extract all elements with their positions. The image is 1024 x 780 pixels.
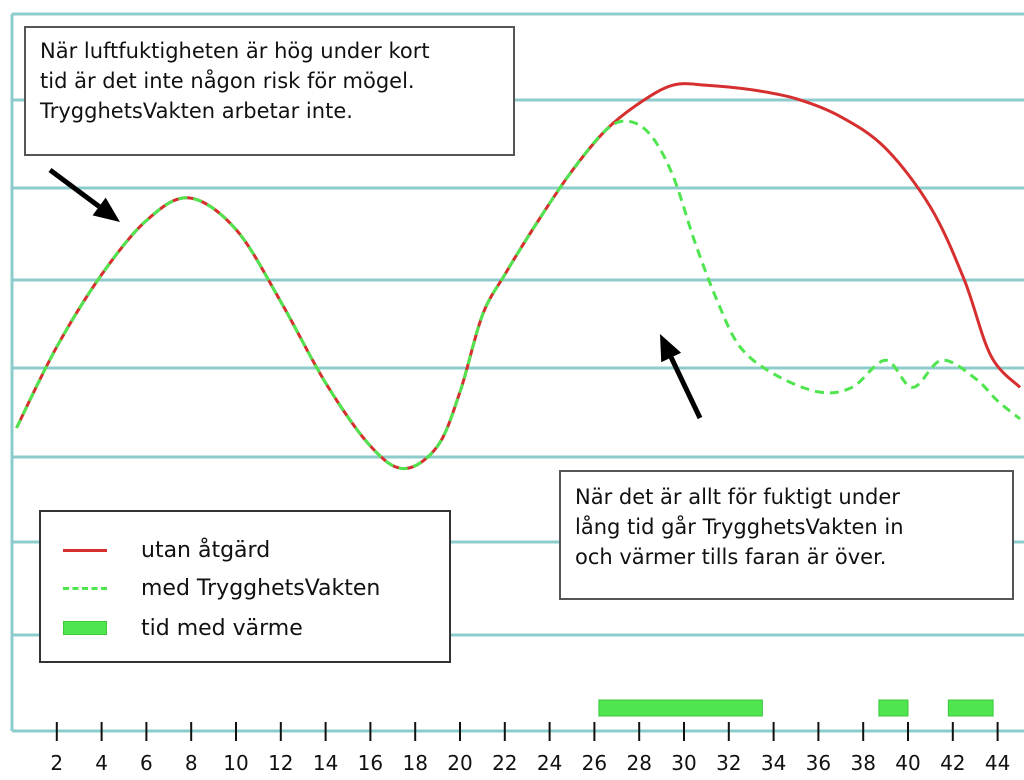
legend-item-utan: utan åtgärd xyxy=(63,532,270,568)
x-tick-label-24: 24 xyxy=(537,751,562,775)
series-med-trygghetsvakten-line xyxy=(15,119,1021,471)
x-tick-label-42: 42 xyxy=(940,751,965,775)
legend-red-line-swatch xyxy=(63,543,109,557)
x-tick-label-12: 12 xyxy=(268,751,293,775)
x-tick-label-22: 22 xyxy=(492,751,517,775)
legend-label-varme: tid med värme xyxy=(141,615,303,641)
x-tick-label-44: 44 xyxy=(985,751,1010,775)
heating-bar-0 xyxy=(598,699,763,717)
x-tick-label-10: 10 xyxy=(223,751,248,775)
callout-short-humidity: När luftfuktigheten är hög under kort ti… xyxy=(24,26,515,156)
x-tick-label-18: 18 xyxy=(402,751,427,775)
x-tick-label-2: 2 xyxy=(50,751,63,775)
x-tick-label-30: 30 xyxy=(671,751,696,775)
x-tick-label-20: 20 xyxy=(447,751,472,775)
legend-label-med: med TrygghetsVakten xyxy=(141,575,381,601)
legend-label-utan: utan åtgärd xyxy=(141,537,271,563)
arrow-to-first-peak xyxy=(48,167,120,222)
x-tick-label-32: 32 xyxy=(716,751,741,775)
series-lines xyxy=(15,82,1022,471)
x-tick-label-28: 28 xyxy=(626,751,651,775)
x-tick-label-14: 14 xyxy=(313,751,338,775)
x-tick-label-38: 38 xyxy=(850,751,875,775)
x-axis: 2 4 6 8 10 12 14 16 18 20 22 24 26 28 30 32 34 36 38 40 42 44 xyxy=(50,722,1010,775)
heating-bars xyxy=(598,699,994,717)
callout-long-humidity: När det är allt för fuktigt under lång t… xyxy=(559,470,1014,600)
x-tick-label-26: 26 xyxy=(582,751,607,775)
annotation-arrows xyxy=(48,167,703,420)
legend-green-dash-swatch xyxy=(63,581,109,595)
x-tick-label-40: 40 xyxy=(895,751,920,775)
x-tick-label-4: 4 xyxy=(95,751,108,775)
x-tick-label-34: 34 xyxy=(761,751,786,775)
arrow-to-green-drop xyxy=(660,334,703,420)
legend-item-med: med TrygghetsVakten xyxy=(63,570,380,606)
legend-green-bar-swatch xyxy=(63,621,109,635)
heating-bar-1 xyxy=(878,699,909,717)
x-tick-label-36: 36 xyxy=(806,751,831,775)
x-tick-label-8: 8 xyxy=(185,751,198,775)
legend-item-varme: tid med värme xyxy=(63,610,303,646)
x-tick-label-6: 6 xyxy=(140,751,153,775)
x-tick-label-16: 16 xyxy=(358,751,383,775)
legend: utan åtgärd med TrygghetsVakten tid med … xyxy=(39,510,451,663)
heating-bar-2 xyxy=(947,699,994,717)
